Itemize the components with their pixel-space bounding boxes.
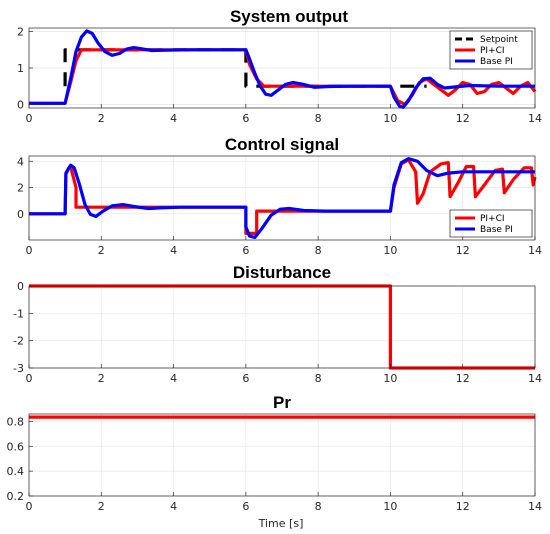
- x-tick-label: 14: [528, 112, 542, 125]
- legend-label: Base PI: [480, 225, 513, 235]
- y-tick-label: 0: [17, 98, 24, 111]
- x-tick-label: 12: [456, 112, 470, 125]
- x-axis-label: Time [s]: [258, 517, 304, 530]
- title-control-signal: Control signal: [225, 135, 339, 154]
- legend-box: [449, 209, 533, 238]
- x-tick-label: 12: [456, 500, 470, 513]
- legend-label: Base PI: [480, 57, 513, 67]
- panel-pr: Pr 0 2 4 6 8 10 12 14 0.2 0.4 0.6 0.8: [7, 393, 543, 513]
- y-tick-label: -3: [13, 362, 24, 375]
- title-system-output: System output: [230, 7, 348, 26]
- x-tick-label: 6: [242, 500, 249, 513]
- series-line-base-pi: [29, 29, 535, 109]
- y-tick-label: 4: [17, 155, 24, 168]
- x-tick-label: 8: [315, 372, 322, 385]
- legend-label: PI+CI: [480, 46, 505, 56]
- x-tick-label: 10: [383, 372, 397, 385]
- y-tick-label: -1: [13, 307, 24, 320]
- x-tick-label: 10: [383, 244, 397, 257]
- x-tick-label: 14: [528, 372, 542, 385]
- y-tick-label: 0.8: [7, 415, 25, 428]
- title-disturbance: Disturbance: [233, 263, 331, 282]
- axes-box: [28, 413, 536, 497]
- x-tick-label: 4: [170, 244, 177, 257]
- y-tick-label: 0: [17, 280, 24, 293]
- x-tick-label: 6: [242, 244, 249, 257]
- y-tick-label: 0.6: [7, 440, 25, 453]
- x-tick-label: 4: [170, 372, 177, 385]
- y-tick-label: 2: [17, 182, 24, 195]
- panel-disturbance: Disturbance 0 2 4 6 8 10 12 14 0 -1 -2 -3: [13, 263, 542, 385]
- series-line-base-pi: [29, 157, 535, 239]
- plot-area: [29, 414, 535, 496]
- legend-label: PI+CI: [480, 214, 505, 224]
- x-tick-label: 10: [383, 112, 397, 125]
- x-tick-label: 6: [242, 112, 249, 125]
- x-tick-label: 2: [98, 372, 105, 385]
- x-tick-label: 8: [315, 500, 322, 513]
- y-tick-label: 0: [17, 208, 24, 221]
- x-tick-label: 14: [528, 500, 542, 513]
- legend-label: Setpoint: [480, 35, 518, 45]
- x-tick-label: 0: [26, 500, 33, 513]
- x-tick-label: 2: [98, 500, 105, 513]
- x-tick-label: 6: [242, 372, 249, 385]
- x-tick-label: 8: [315, 244, 322, 257]
- y-tick-label: 2: [17, 26, 24, 39]
- x-tick-label: 2: [98, 112, 105, 125]
- y-tick-label: 1: [17, 62, 24, 75]
- x-tick-label: 14: [528, 244, 542, 257]
- x-tick-label: 0: [26, 112, 33, 125]
- x-tick-label: 12: [456, 244, 470, 257]
- y-tick-label: -2: [13, 335, 24, 348]
- panel-system-output: System output 0 2 4 6 8 10 12 14012SetpointPI+C…: [17, 7, 542, 125]
- x-tick-label: 2: [98, 244, 105, 257]
- axes-box: [28, 155, 536, 241]
- x-tick-label: 10: [383, 500, 397, 513]
- x-tick-label: 4: [170, 500, 177, 513]
- y-tick-label: 0.4: [7, 465, 25, 478]
- title-pr: Pr: [273, 393, 291, 412]
- x-tick-label: 8: [315, 112, 322, 125]
- plot-area: [29, 286, 535, 368]
- x-tick-label: 12: [456, 372, 470, 385]
- axes-box: [28, 285, 536, 369]
- series-line-pi-ci: [29, 158, 537, 235]
- series-group: [29, 29, 537, 109]
- series-group: [29, 157, 537, 239]
- x-tick-label: 0: [26, 372, 33, 385]
- y-tick-label: 0.2: [7, 490, 25, 503]
- x-tick-label: 4: [170, 112, 177, 125]
- x-tick-label: 0: [26, 244, 33, 257]
